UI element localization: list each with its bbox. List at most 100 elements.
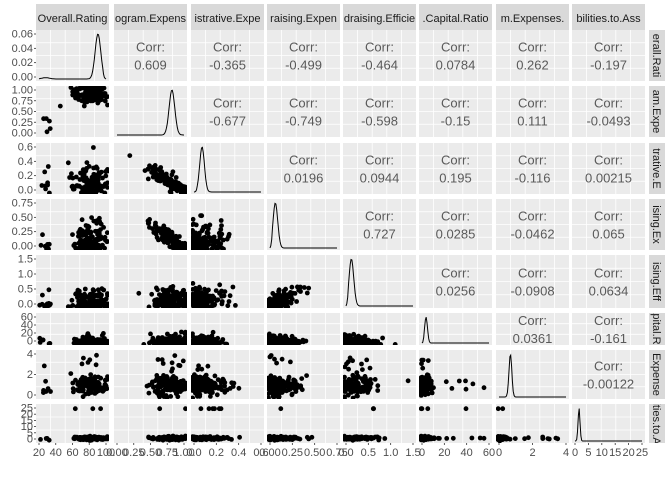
data-point — [276, 289, 281, 294]
data-point — [191, 234, 195, 240]
data-point — [270, 291, 276, 296]
data-point — [90, 95, 96, 100]
data-point — [368, 377, 373, 382]
data-point — [378, 342, 384, 345]
corr-label: Corr: — [441, 266, 470, 281]
data-point — [157, 435, 163, 441]
data-point — [306, 436, 312, 442]
data-point — [47, 118, 52, 124]
x-tick-label: 40 — [461, 447, 473, 459]
data-point — [301, 339, 306, 345]
data-point — [277, 436, 283, 442]
data-point — [77, 436, 83, 442]
data-point — [167, 304, 172, 308]
data-point — [85, 360, 91, 365]
y-tick-label: 0.50 — [12, 212, 33, 224]
data-point — [191, 395, 195, 399]
data-point — [522, 436, 527, 442]
data-point — [161, 293, 167, 299]
data-point — [76, 230, 81, 235]
data-point — [267, 375, 271, 381]
data-point — [271, 304, 277, 308]
corr-label: Corr: — [518, 266, 547, 281]
scatter-points-r6-c1 — [37, 331, 109, 345]
x-tick-label: 5 — [585, 447, 591, 459]
data-point — [211, 437, 217, 442]
data-point — [89, 184, 95, 190]
data-point — [297, 340, 302, 345]
data-point — [101, 92, 107, 98]
data-point — [362, 374, 368, 379]
data-point — [289, 284, 295, 290]
data-point — [191, 337, 197, 342]
data-point — [160, 361, 166, 366]
data-point — [354, 337, 360, 343]
panel-r6-c6 — [419, 313, 492, 345]
corr-value: 0.727 — [363, 227, 396, 242]
data-point — [291, 434, 297, 440]
corr-label: Corr: — [289, 153, 318, 168]
scatter-points-r7-c4 — [267, 353, 309, 399]
data-point — [546, 436, 552, 442]
data-point — [481, 385, 487, 391]
y-tick-label: 60 — [21, 312, 33, 324]
data-point — [88, 304, 94, 308]
x-tick-label: 0 — [496, 447, 502, 459]
data-point — [183, 337, 187, 343]
x-tick-label: 0.25 — [123, 447, 144, 459]
data-point — [74, 90, 80, 96]
x-tick-label: 10 — [596, 447, 608, 459]
data-point — [151, 384, 156, 390]
data-point — [170, 366, 175, 372]
data-point — [226, 231, 232, 237]
data-point — [343, 374, 347, 380]
data-point — [346, 366, 351, 372]
data-point — [94, 352, 99, 358]
data-point — [193, 296, 199, 302]
scatter-points-r5-c3 — [191, 281, 238, 308]
data-point — [98, 375, 104, 381]
data-point — [199, 213, 205, 219]
data-point — [215, 385, 221, 391]
top-strip-3 — [191, 4, 264, 30]
scatter-points-r3-c1 — [39, 145, 109, 194]
y-tick-label: 0.25 — [12, 226, 33, 238]
data-point — [288, 359, 293, 365]
data-point — [367, 385, 373, 390]
data-point — [93, 240, 98, 246]
data-point — [225, 435, 230, 440]
data-point — [105, 291, 109, 296]
data-point — [218, 218, 224, 223]
data-point — [202, 335, 208, 340]
data-point — [65, 160, 71, 166]
data-point — [68, 371, 74, 376]
data-point — [96, 237, 102, 242]
data-point — [306, 285, 312, 291]
x-tick-label: 20 — [33, 447, 45, 459]
data-point — [456, 378, 462, 384]
right-strip-label-6: apital.Ra — [650, 307, 662, 351]
data-point — [200, 381, 206, 387]
data-point — [174, 290, 180, 295]
data-point — [157, 406, 163, 412]
data-point — [354, 434, 360, 440]
data-point — [270, 386, 276, 392]
corr-value: 0.0256 — [436, 284, 476, 299]
data-point — [192, 381, 198, 387]
data-point — [158, 175, 163, 181]
data-point — [199, 293, 205, 299]
data-point — [105, 167, 109, 173]
data-point — [152, 222, 158, 228]
data-point — [170, 238, 176, 244]
data-point — [270, 333, 276, 339]
data-point — [72, 406, 78, 412]
data-point — [84, 334, 90, 339]
data-point — [200, 227, 206, 232]
data-point — [96, 170, 102, 176]
scatter-points-r5-c2 — [136, 284, 187, 308]
data-point — [211, 234, 217, 240]
data-point — [354, 387, 360, 393]
data-point — [512, 436, 518, 441]
data-point — [70, 303, 76, 308]
data-point — [146, 304, 152, 308]
